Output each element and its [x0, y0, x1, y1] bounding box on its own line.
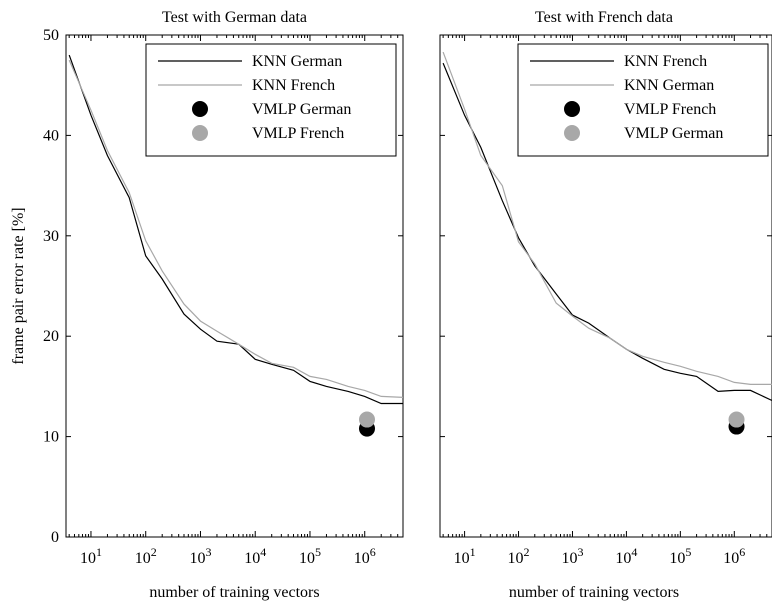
y-axis-label: frame pair error rate [%] [10, 207, 27, 364]
legend-entry: KNN German [252, 53, 342, 70]
legend-entry: VMLP German [624, 125, 723, 142]
y-tick-label: 40 [43, 127, 59, 144]
y-tick-label: 30 [43, 228, 59, 245]
x-tick-label: 104 [244, 545, 266, 567]
legend-box [517, 43, 769, 157]
legend-swatch [192, 125, 208, 141]
legend-entry: VMLP French [252, 125, 344, 142]
right-panel: Test with French data 101 102 103 104 105 106 n… [439, 9, 772, 601]
legend-swatch [564, 101, 580, 117]
data-point [358, 411, 375, 428]
chart-title: Test with German data [162, 9, 307, 26]
x-tick-label: 105 [299, 545, 321, 567]
plot-area [68, 54, 403, 437]
y-tick-label: 10 [43, 429, 59, 446]
left-panel: Test with German data 0 10 20 30 40 50 101 102 10… [10, 9, 404, 601]
x-tick-label: 106 [723, 545, 745, 567]
legend-box [145, 43, 397, 157]
x-tick-label: 105 [669, 545, 691, 567]
legend-swatch [192, 101, 208, 117]
legend-entry: KNN French [624, 53, 707, 70]
y-tick-label: 50 [43, 27, 59, 44]
x-tick-label: 101 [454, 545, 476, 567]
x-tick-label: 104 [615, 545, 637, 567]
x-tick-label: 103 [561, 545, 583, 567]
y-tick-label: 20 [43, 328, 59, 345]
data-point [728, 411, 745, 428]
axes-frame [65, 34, 404, 538]
legend: KNN German KNN French VMLP German VMLP Fren… [145, 43, 397, 157]
legend-entry: KNN French [252, 77, 335, 94]
x-tick-label: 102 [135, 545, 157, 567]
x-tick-label: 106 [354, 545, 376, 567]
x-tick-label: 102 [508, 545, 530, 567]
x-axis-label: number of training vectors [149, 584, 319, 601]
legend-entry: VMLP French [624, 101, 716, 118]
legend-swatch [564, 125, 580, 141]
x-axis-label: number of training vectors [509, 584, 679, 601]
plot-area [442, 51, 772, 435]
x-tick-label: 101 [80, 545, 102, 567]
legend-entry: KNN German [624, 77, 714, 94]
x-tick-label: 103 [189, 545, 211, 567]
y-tick-label: 0 [51, 529, 59, 546]
series-line [442, 51, 772, 385]
chart-title: Test with French data [535, 9, 673, 26]
axes-frame [439, 34, 772, 538]
legend-entry: VMLP German [252, 101, 351, 118]
legend: KNN French KNN German VMLP French VMLP Germ… [517, 43, 769, 157]
series-line [68, 59, 403, 398]
